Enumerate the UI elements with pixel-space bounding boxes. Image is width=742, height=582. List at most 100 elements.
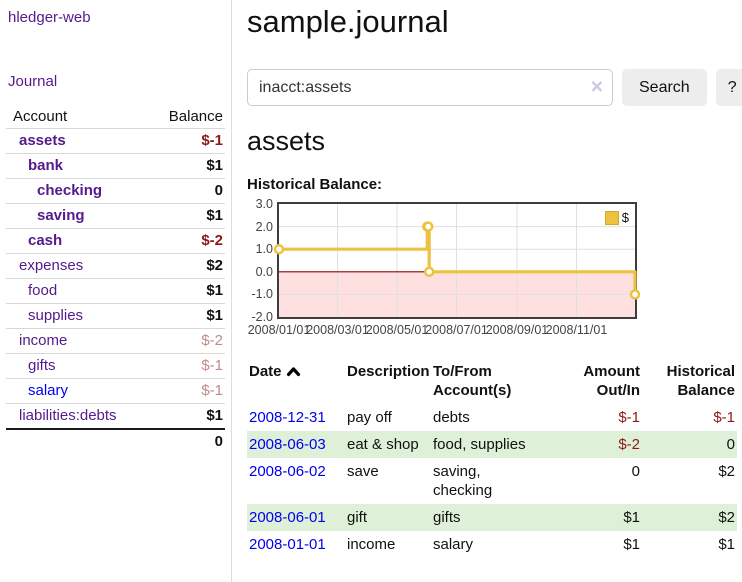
search-input[interactable] xyxy=(247,69,613,106)
register-balance-cell: $2 xyxy=(718,463,735,480)
account-balance: $-1 xyxy=(201,357,223,374)
account-name-cell: expenses xyxy=(6,254,150,279)
sidebar-item-journal[interactable]: Journal xyxy=(8,73,58,90)
account-row: income $-2 xyxy=(6,328,225,354)
account-name-cell: checking xyxy=(6,179,150,204)
register-date-cell: 2008-12-31 xyxy=(247,404,345,431)
account-link[interactable]: assets xyxy=(19,132,66,149)
register-balance-cell: $1 xyxy=(718,536,735,553)
register-description-cell: gift xyxy=(347,509,368,526)
register-amount-cell: $1 xyxy=(623,536,640,553)
account-row: bank $1 xyxy=(6,153,225,179)
account-balance: $-2 xyxy=(201,232,223,249)
account-link[interactable]: saving xyxy=(37,207,85,224)
x-axis-tick-label: 2008/09/01 xyxy=(485,323,549,337)
account-link[interactable]: food xyxy=(28,282,58,299)
clear-search-icon[interactable]: × xyxy=(590,75,603,99)
x-axis-tick-label: 2008/01/01 xyxy=(247,323,311,337)
help-button[interactable]: ? xyxy=(715,69,742,106)
register-header-date[interactable]: Date xyxy=(247,358,345,404)
account-name-cell: gifts xyxy=(6,354,150,379)
account-row: cash $-2 xyxy=(6,228,225,254)
register-date-cell: 2008-06-02 xyxy=(247,458,345,504)
account-name-cell: supplies xyxy=(6,304,150,329)
account-link[interactable]: cash xyxy=(28,232,63,249)
data-point-marker[interactable] xyxy=(629,289,641,300)
account-balance: $1 xyxy=(206,157,223,174)
y-axis-tick-label: -1.0 xyxy=(251,287,273,302)
y-axis-tick-label: 0.0 xyxy=(255,264,273,279)
register-header-balance: Historical Balance xyxy=(666,363,735,399)
account-row: supplies $1 xyxy=(6,303,225,329)
search-button[interactable]: Search xyxy=(622,69,707,106)
account-row: expenses $2 xyxy=(6,253,225,279)
register-amount-cell: $-2 xyxy=(618,436,640,453)
account-name-cell: salary xyxy=(6,379,150,404)
x-axis-tick-label: 2008/11/01 xyxy=(545,323,608,337)
x-axis-tick-label: 2008/05/01 xyxy=(365,323,429,337)
legend-series-swatch xyxy=(604,210,619,225)
sidebar: hledger-web Journal Account Balance asse… xyxy=(0,0,232,582)
accounts-total-spacer xyxy=(6,428,151,454)
register-accounts-cell: debts xyxy=(433,409,470,426)
historical-balance-chart[interactable]: $ 3.0 2.0 1.0 0.0 -1.0 -2.0 2008/01/01 2008/03/… xyxy=(247,197,667,342)
date-header-label: Date xyxy=(249,363,282,380)
register-date-link[interactable]: 2008-06-03 xyxy=(249,436,326,453)
chart-title: Historical Balance: xyxy=(247,176,383,193)
account-name-cell: bank xyxy=(6,154,150,179)
register-date-link[interactable]: 2008-06-02 xyxy=(249,463,326,480)
account-row: liabilities:debts $1 xyxy=(6,403,225,430)
account-link[interactable]: expenses xyxy=(19,257,84,274)
account-link[interactable]: salary xyxy=(28,382,69,399)
register-row: 2008-01-01 income salary $1 $1 xyxy=(247,531,737,558)
account-link[interactable]: checking xyxy=(37,182,103,199)
register-date-cell: 2008-06-03 xyxy=(247,431,345,458)
accounts-header-balance: Balance xyxy=(168,108,223,125)
account-balance: $1 xyxy=(206,307,223,324)
account-row: salary $-1 xyxy=(6,378,225,404)
account-link[interactable]: bank xyxy=(28,157,64,174)
account-row: saving $1 xyxy=(6,203,225,229)
register-accounts-cell: saving, checking xyxy=(433,463,493,499)
register-balance-cell: 0 xyxy=(726,436,735,453)
app-title-link[interactable]: hledger-web xyxy=(8,9,91,26)
register-accounts-cell: food, supplies xyxy=(433,436,526,453)
account-balance: $2 xyxy=(206,257,223,274)
y-axis-tick-label: 1.0 xyxy=(255,242,273,257)
account-name-cell: saving xyxy=(6,204,150,229)
account-link[interactable]: supplies xyxy=(28,307,84,324)
accounts-header-account: Account xyxy=(13,108,68,125)
search-form: × Search ? xyxy=(247,69,742,106)
register-row: 2008-06-01 gift gifts $1 $2 xyxy=(247,504,737,531)
account-link[interactable]: income xyxy=(19,332,68,349)
data-point-marker[interactable] xyxy=(423,266,435,278)
legend-series-label: $ xyxy=(621,210,629,225)
register-date-link[interactable]: 2008-06-01 xyxy=(249,509,326,526)
account-name-cell: assets xyxy=(6,129,150,154)
register-description-cell: pay off xyxy=(347,409,392,426)
account-balance: $1 xyxy=(206,282,223,299)
account-name-cell: liabilities:debts xyxy=(6,404,150,430)
chart-canvas xyxy=(273,204,641,317)
account-balance: $1 xyxy=(206,407,223,424)
accounts-total: 0 xyxy=(150,428,225,454)
chart-legend: $ xyxy=(602,209,631,226)
data-point-marker[interactable] xyxy=(273,243,285,255)
register-date-link[interactable]: 2008-12-31 xyxy=(249,409,326,426)
y-axis-tick-label: 3.0 xyxy=(255,197,273,211)
chart-plot-area[interactable]: $ xyxy=(273,202,641,319)
register-header-description: Description xyxy=(347,363,430,380)
account-link[interactable]: gifts xyxy=(28,357,56,374)
data-point-marker[interactable] xyxy=(422,221,434,232)
register-header-row: Date Description To/From Account(s) Amou… xyxy=(247,358,737,404)
x-axis-tick-label: 2008/03/01 xyxy=(306,323,369,337)
register-balance-cell: $2 xyxy=(718,509,735,526)
account-balance: $1 xyxy=(206,207,223,224)
accounts-header-row: Account Balance xyxy=(6,105,225,129)
account-row: gifts $-1 xyxy=(6,353,225,379)
account-row: food $1 xyxy=(6,278,225,304)
account-link[interactable]: liabilities:debts xyxy=(19,407,117,424)
register-description-cell: save xyxy=(347,463,379,480)
register-date-link[interactable]: 2008-01-01 xyxy=(249,536,326,553)
